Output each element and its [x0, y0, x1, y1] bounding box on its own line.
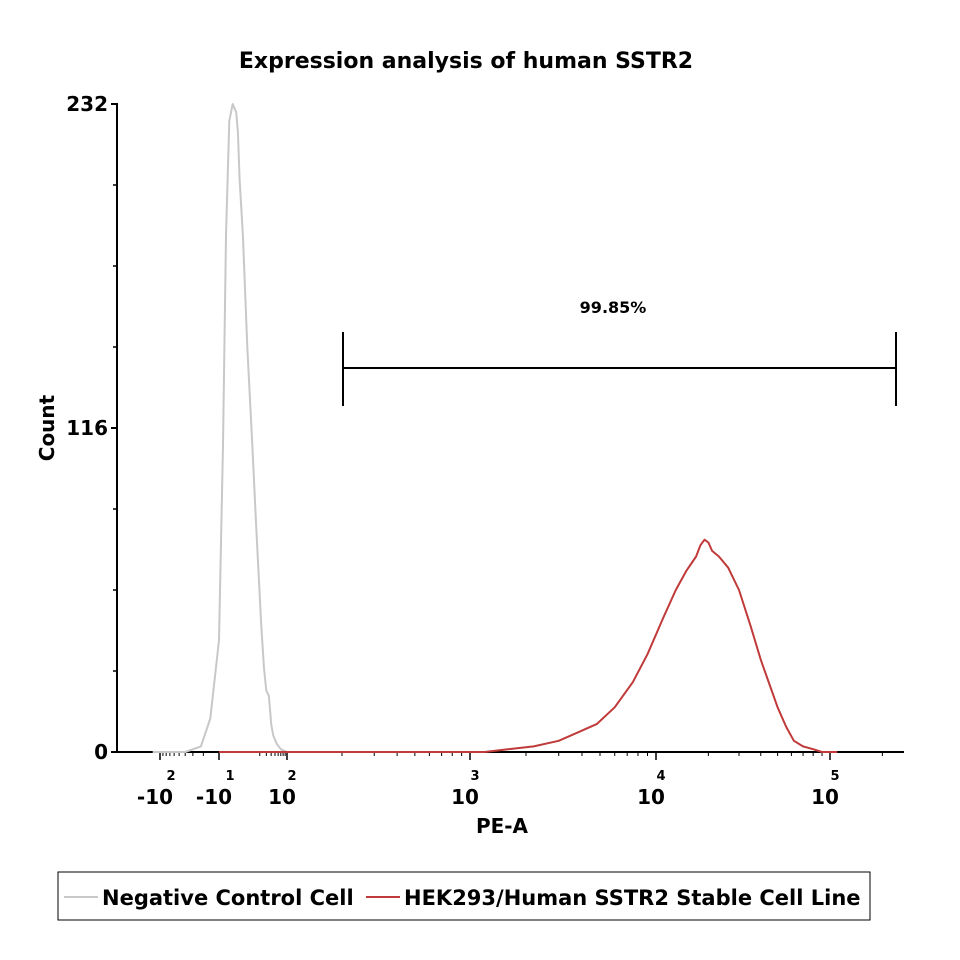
x-axis-label: PE-A [476, 814, 529, 838]
y-tick-label: 116 [66, 416, 108, 440]
x-tick-exponent: 3 [470, 769, 479, 784]
series-hek293-sstr2 [219, 538, 838, 753]
x-tick-label: 10 [637, 785, 665, 809]
chart-title: Expression analysis of human SSTR2 [239, 49, 693, 74]
y-axis-label: Count [35, 394, 59, 461]
x-tick-exponent: 2 [166, 769, 175, 784]
y-minor-ticks [113, 184, 117, 672]
legend-label-negative: Negative Control Cell [102, 886, 354, 910]
series-negative-control [152, 103, 398, 753]
legend-label-hek293: HEK293/Human SSTR2 Stable Cell Line [404, 886, 861, 910]
y-tick-label: 232 [66, 92, 108, 116]
y-axis: 0 116 232 Count [35, 92, 118, 764]
legend: Negative Control Cell HEK293/Human SSTR2… [57, 871, 871, 921]
gate-marker: 99.85% [342, 298, 897, 406]
x-tick-exponent: 2 [287, 769, 296, 784]
x-tick-exponent: 1 [225, 769, 234, 784]
x-tick-label: -10 [196, 785, 232, 809]
y-major-ticks: 0 116 232 [66, 92, 117, 764]
x-tick-exponent: 4 [656, 769, 665, 784]
legend-box [57, 871, 871, 921]
x-tick-exponent: 5 [830, 769, 839, 784]
histogram-series [152, 103, 838, 753]
x-tick-label: 10 [268, 785, 296, 809]
gate-percentage: 99.85% [580, 298, 647, 317]
x-tick-label: -10 [137, 785, 173, 809]
y-tick-label: 0 [94, 740, 108, 764]
x-tick-label: 10 [811, 785, 839, 809]
x-tick-label: 10 [451, 785, 479, 809]
